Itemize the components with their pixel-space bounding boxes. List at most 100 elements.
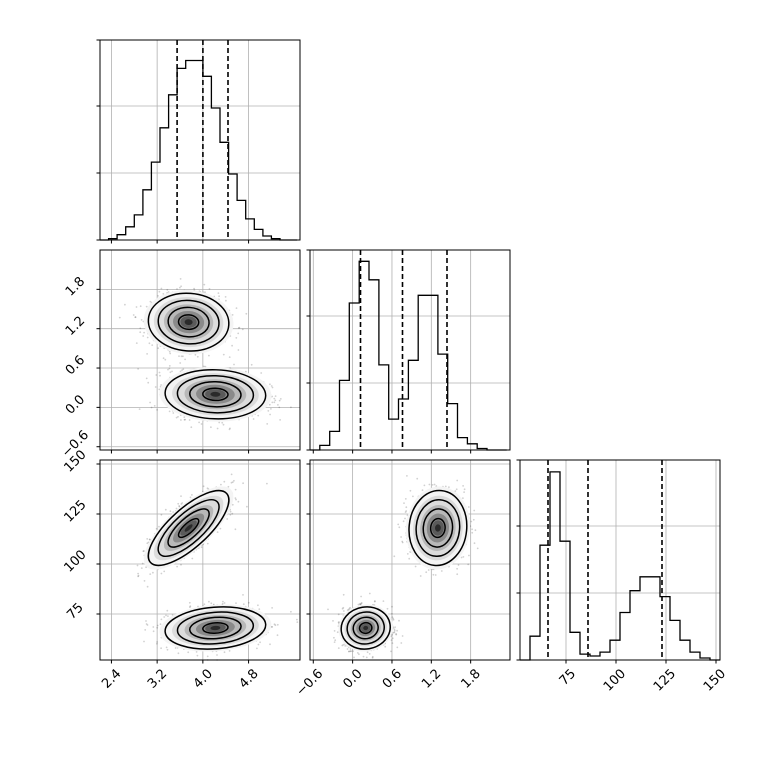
scatter-point: [237, 333, 239, 335]
scatter-point: [149, 539, 151, 541]
scatter-point: [146, 353, 148, 355]
scatter-point: [224, 651, 226, 653]
scatter-point: [134, 316, 136, 318]
scatter-point: [235, 497, 237, 499]
scatter-point: [170, 371, 172, 373]
scatter-point: [181, 355, 183, 357]
scatter-point: [161, 514, 163, 516]
scatter-point: [136, 342, 138, 344]
scatter-point: [184, 419, 186, 421]
scatter-point: [156, 627, 158, 629]
scatter-point: [137, 368, 139, 370]
scatter-point: [238, 501, 240, 503]
scatter-point: [210, 602, 212, 604]
scatter-point: [180, 278, 182, 280]
scatter-point: [164, 359, 166, 361]
scatter-point: [231, 513, 233, 515]
scatter-point: [242, 594, 244, 596]
scatter-point: [177, 416, 179, 418]
scatter-point: [165, 615, 167, 617]
scatter-point: [180, 495, 182, 497]
scatter-point: [156, 641, 158, 643]
scatter-point: [191, 494, 193, 496]
scatter-point: [176, 508, 178, 510]
scatter-point: [226, 518, 228, 520]
scatter-point: [238, 327, 240, 329]
scatter-point: [137, 573, 139, 575]
scatter-point: [172, 412, 174, 414]
scatter-point: [166, 289, 168, 291]
scatter-point: [183, 416, 185, 418]
scatter-point: [190, 497, 192, 499]
scatter-point: [180, 503, 182, 505]
scatter-point: [176, 566, 178, 568]
scatter-point: [189, 419, 191, 421]
scatter-point: [231, 345, 233, 347]
scatter-point: [290, 406, 292, 408]
scatter-point: [256, 648, 258, 650]
scatter-point: [218, 292, 220, 294]
scatter-point: [169, 353, 171, 355]
scatter-point: [238, 349, 240, 351]
scatter-point: [271, 402, 273, 404]
scatter-point: [233, 364, 235, 366]
scatter-point: [137, 576, 139, 578]
scatter-point: [267, 410, 269, 412]
scatter-point: [180, 564, 182, 566]
scatter-point: [273, 401, 275, 403]
scatter-point: [278, 407, 280, 409]
scatter-point: [266, 483, 268, 485]
scatter-point: [167, 649, 169, 651]
scatter-point: [149, 342, 151, 344]
scatter-point: [155, 374, 157, 376]
scatter-point: [169, 368, 171, 370]
scatter-point: [235, 528, 237, 530]
scatter-point: [208, 355, 210, 357]
scatter-point: [150, 301, 152, 303]
scatter-point: [169, 365, 171, 367]
scatter-point: [201, 423, 203, 425]
scatter-point: [207, 543, 209, 545]
scatter-point: [269, 404, 271, 406]
scatter-point: [230, 511, 232, 513]
scatter-point: [157, 295, 159, 297]
scatter-point: [159, 372, 161, 374]
scatter-point: [146, 306, 148, 308]
scatter-point: [163, 357, 165, 359]
scatter-point: [218, 422, 220, 424]
scatter-point: [139, 408, 141, 410]
scatter-point: [149, 573, 151, 575]
scatter-point: [235, 489, 237, 491]
scatter-point: [167, 369, 169, 371]
scatter-point: [217, 531, 219, 533]
scatter-point: [161, 573, 163, 575]
scatter-point: [245, 313, 247, 315]
scatter-point: [273, 398, 275, 400]
scatter-point: [260, 372, 262, 374]
scatter-point: [124, 304, 126, 306]
scatter-point: [209, 288, 211, 290]
scatter-point: [181, 369, 183, 371]
scatter-point: [151, 407, 153, 409]
scatter-point: [160, 647, 162, 649]
scatter-point: [166, 647, 168, 649]
scatter-point: [153, 630, 155, 632]
scatter-point: [189, 602, 191, 604]
scatter-point: [180, 419, 182, 421]
scatter-point: [275, 395, 277, 397]
scatter-point: [220, 484, 222, 486]
scatter-point: [169, 411, 171, 413]
scatter-point: [246, 506, 248, 508]
scatter-point: [142, 550, 144, 552]
scatter-point: [161, 288, 163, 290]
scatter-point: [156, 409, 158, 411]
scatter-point: [144, 580, 146, 582]
scatter-point: [190, 426, 192, 428]
scatter-point: [157, 625, 159, 627]
scatter-point: [140, 305, 142, 307]
scatter-point: [269, 414, 271, 416]
scatter-point: [141, 567, 143, 569]
scatter-point: [137, 565, 139, 567]
scatter-point: [171, 371, 173, 373]
